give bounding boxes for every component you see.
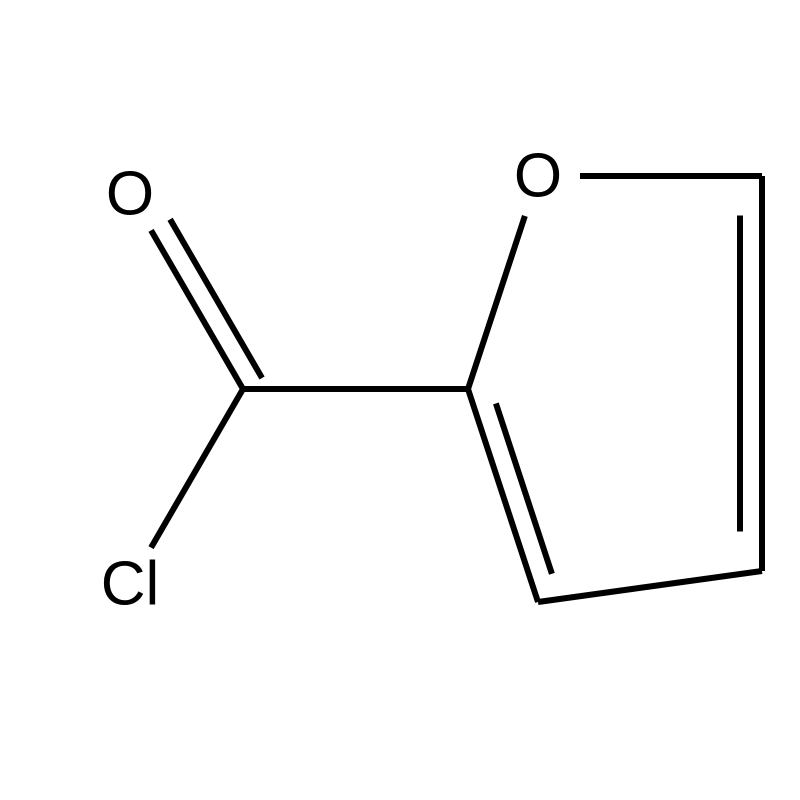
- bond-line: [151, 389, 243, 548]
- atom-label-o: O: [106, 160, 154, 229]
- bond-line: [468, 216, 525, 389]
- bond-line: [151, 230, 243, 389]
- bond-line: [538, 571, 762, 602]
- atom-label-o: O: [514, 142, 562, 211]
- atom-label-cl: Cl: [101, 550, 160, 619]
- molecule-diagram: O Cl O: [0, 0, 800, 800]
- bond-line: [170, 219, 262, 378]
- bond-line: [496, 403, 552, 573]
